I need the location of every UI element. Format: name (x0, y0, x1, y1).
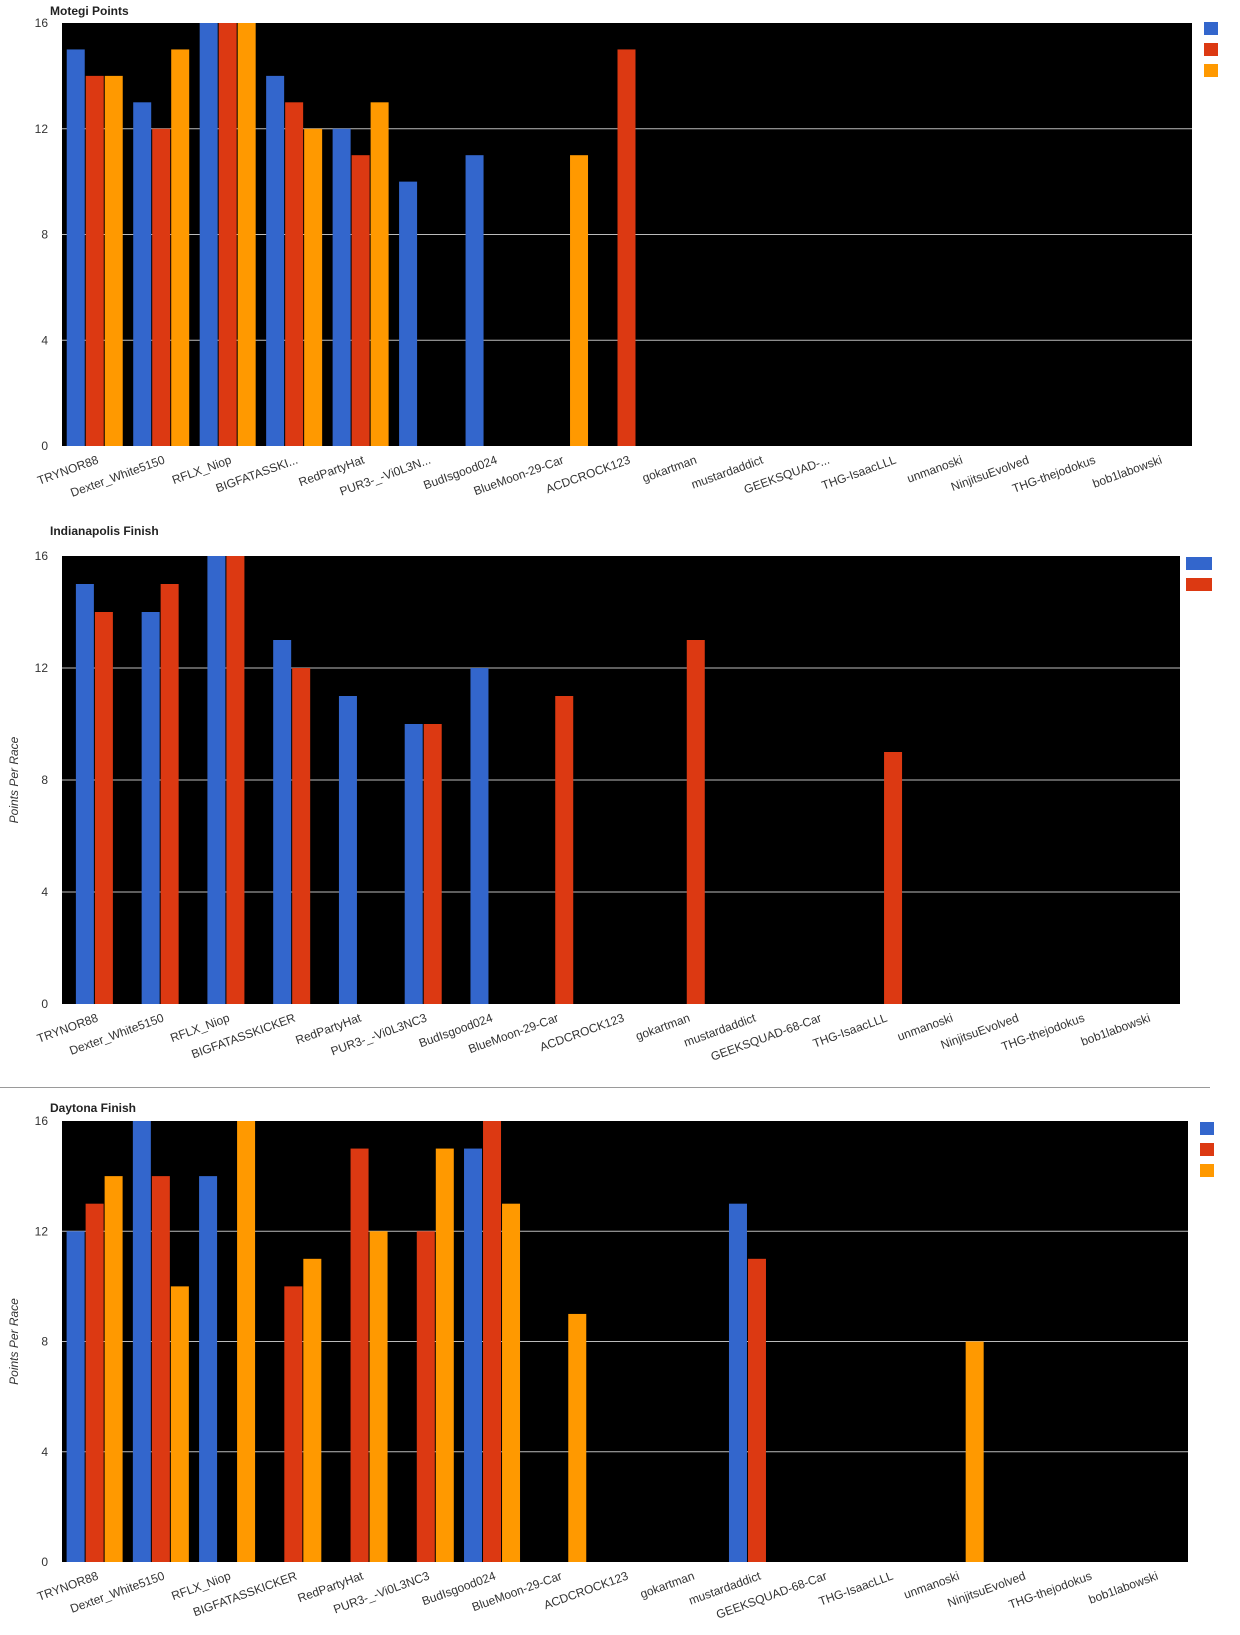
bar-series-2 (423, 724, 442, 1004)
bar-series-1 (141, 612, 160, 1004)
y-tick-label: 0 (41, 439, 48, 453)
bar-series-2 (555, 696, 574, 1004)
bar-series-2 (160, 584, 179, 1004)
y-tick-label: 4 (41, 885, 48, 899)
x-tick-label: GEEKSQUAD-68-Car (709, 1011, 823, 1064)
bar-series-1 (199, 1176, 218, 1562)
x-tick-label: GEEKSQUAD-68-Car (714, 1569, 828, 1622)
y-tick-label: 16 (35, 549, 49, 563)
y-tick-label: 8 (41, 228, 48, 242)
bar-series-3 (568, 1313, 587, 1562)
y-tick-label: 4 (41, 333, 48, 347)
chart-title: Daytona Finish (50, 1101, 137, 1115)
motegi-points-chart: 0 4 8 12 16 TRYNOR88 Dexter_White5150 RFLX_Niop… (0, 0, 1240, 500)
bar-series-2 (747, 1258, 766, 1562)
bar-series-2 (351, 155, 370, 446)
bar-series-3 (237, 23, 256, 446)
bar-series-3 (304, 128, 323, 446)
x-tick-label: THG-IsaacLLL (820, 453, 898, 493)
bar-series-1 (399, 181, 418, 446)
x-tick-label: THG-IsaacLLL (811, 1011, 889, 1051)
indianapolis-finish-chart: 0 4 8 12 16 TRYNOR88 Dexter_White5150 RFLX_Niop… (0, 520, 1240, 1080)
chart-title: Indianapolis Finish (50, 524, 159, 538)
legend-swatch (1204, 43, 1218, 56)
bar-series-1 (273, 640, 292, 1004)
bar-series-2 (152, 128, 171, 446)
y-tick-label: 0 (41, 997, 48, 1011)
bar-series-3 (171, 49, 190, 446)
bar-series-2 (350, 1148, 369, 1562)
bar-series-1 (332, 128, 351, 446)
legend-swatch (1200, 1164, 1214, 1177)
bar-series-3 (502, 1203, 521, 1562)
bar-series-3 (570, 155, 589, 446)
chart-divider (0, 1087, 1210, 1088)
bar-series-1 (266, 75, 285, 446)
bar-series-3 (370, 102, 389, 446)
bar-series-1 (728, 1203, 747, 1562)
bar-series-2 (85, 75, 104, 446)
y-tick-label: 12 (35, 661, 49, 675)
bar-series-1 (465, 155, 484, 446)
y-tick-label: 8 (41, 1335, 48, 1349)
bar-series-2 (483, 1121, 502, 1562)
chart-title: Motegi Points (50, 4, 129, 18)
y-tick-label: 12 (35, 122, 49, 136)
bar-series-2 (686, 640, 705, 1004)
bar-series-2 (151, 1176, 170, 1562)
bar-series-1 (404, 724, 423, 1004)
bar-series-2 (94, 612, 113, 1004)
bar-series-1 (464, 1148, 483, 1562)
bar-series-3 (170, 1286, 189, 1562)
bar-series-2 (292, 668, 311, 1004)
legend-swatch (1186, 557, 1212, 570)
x-tick-label: bob1labowski (1079, 1011, 1152, 1049)
bar-series-2 (416, 1231, 435, 1562)
bar-series-3 (369, 1231, 388, 1562)
bar-series-1 (338, 696, 357, 1004)
x-tick-label: bob1labowski (1087, 1569, 1160, 1607)
bar-series-2 (284, 1286, 303, 1562)
bar-series-3 (303, 1258, 322, 1562)
bar-series-1 (133, 102, 152, 446)
legend-swatch (1204, 22, 1218, 35)
y-axis-title: Points Per Race (7, 1298, 21, 1385)
bar-series-1 (199, 23, 218, 446)
y-tick-label: 12 (35, 1224, 49, 1238)
legend-swatch (1200, 1122, 1214, 1135)
y-tick-label: 8 (41, 773, 48, 787)
bar-series-3 (104, 1176, 123, 1562)
bar-series-3 (237, 1121, 256, 1562)
bar-series-2 (85, 1203, 104, 1562)
bar-series-1 (207, 556, 226, 1004)
bar-series-3 (435, 1148, 454, 1562)
bar-series-2 (884, 752, 903, 1004)
bar-series-2 (285, 102, 304, 446)
bar-series-1 (75, 584, 94, 1004)
x-tick-label: THG-IsaacLLL (817, 1569, 895, 1609)
daytona-finish-chart: 0 4 8 12 16 TRYNOR88 Dexter_White5150 RFLX_Niop… (0, 1097, 1240, 1635)
bar-series-1 (132, 1121, 151, 1562)
legend-swatch (1200, 1143, 1214, 1156)
legend-swatch (1186, 578, 1212, 591)
y-axis-title: Points Per Race (7, 736, 21, 823)
y-tick-label: 16 (35, 1114, 49, 1128)
y-tick-label: 0 (41, 1555, 48, 1569)
y-tick-label: 4 (41, 1445, 48, 1459)
bar-series-3 (965, 1341, 984, 1562)
y-tick-label: 16 (35, 16, 49, 30)
bar-series-2 (218, 23, 237, 446)
bar-series-3 (104, 75, 123, 446)
bar-series-1 (470, 668, 489, 1004)
x-tick-label: bob1labowski (1091, 453, 1164, 491)
bar-series-1 (66, 49, 85, 446)
bar-series-2 (617, 49, 636, 446)
bar-series-1 (66, 1231, 85, 1562)
bar-series-2 (226, 556, 245, 1004)
legend-swatch (1204, 64, 1218, 77)
